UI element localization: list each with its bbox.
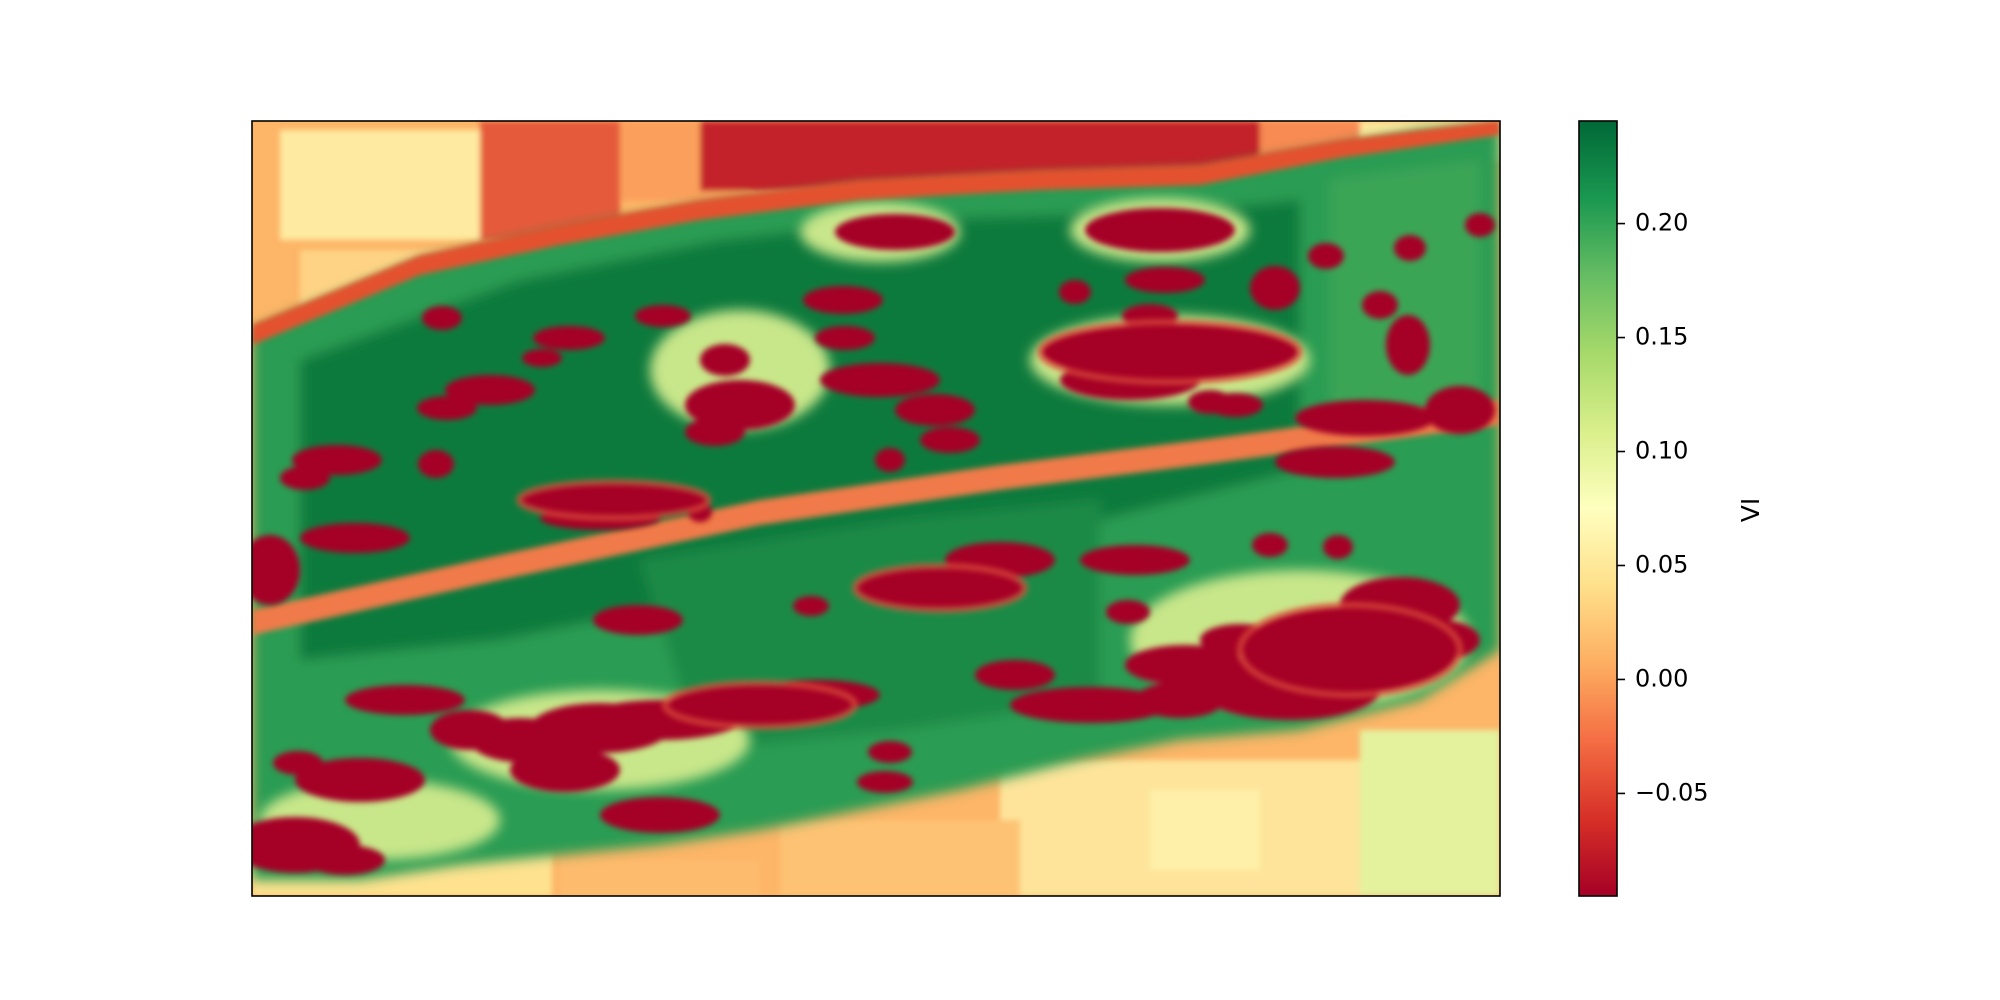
colorbar-ticks: 0.20 0.15 0.10 0.05 0.00 −0.05 <box>1617 209 1709 807</box>
colorbar-tick-label: 0.10 <box>1635 437 1688 465</box>
colorbar-tick-label: 0.00 <box>1635 664 1688 692</box>
colorbar-tick-label: 0.15 <box>1635 323 1688 351</box>
colorbar-label: VI <box>1736 498 1765 522</box>
colorbar-tick-label: 0.05 <box>1635 550 1688 578</box>
colorbar-tick-label: −0.05 <box>1635 778 1709 806</box>
colorbar-bar <box>1579 121 1617 896</box>
colorbar-tick-label: 0.20 <box>1635 209 1688 237</box>
colorbar: 0.20 0.15 0.10 0.05 0.00 −0.05 VI <box>1579 121 1765 896</box>
vi-heatmap-image <box>230 120 1500 896</box>
